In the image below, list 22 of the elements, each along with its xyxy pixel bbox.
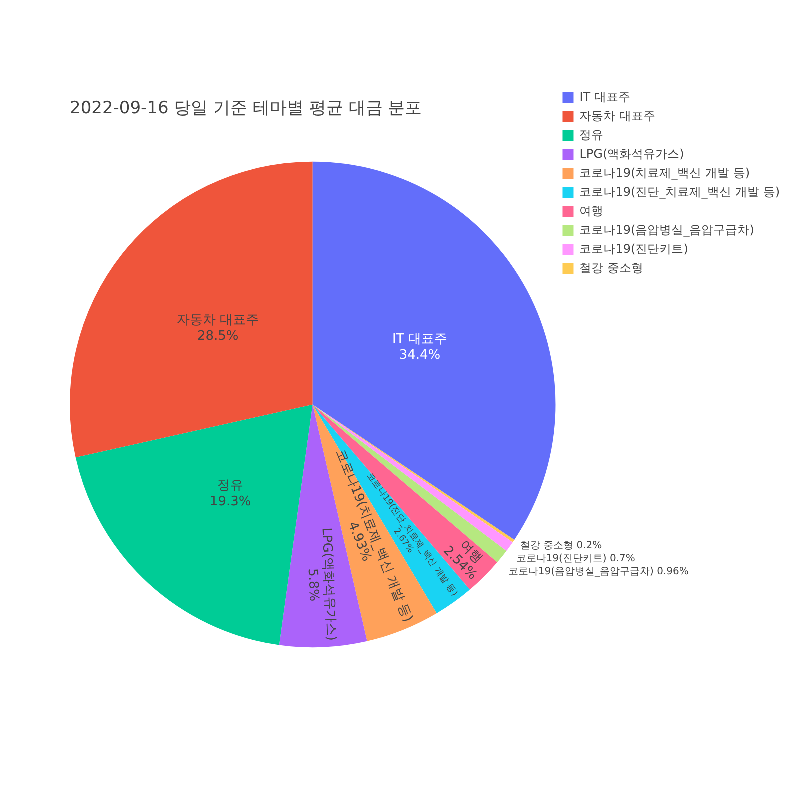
data-label: 28.5% (197, 329, 239, 344)
chart-title: 2022-09-16 당일 기준 테마별 평균 대금 분포 (70, 98, 422, 119)
legend-label: LPG(액화석유가스) (580, 147, 684, 162)
slice-label: IT 대표주 (392, 332, 448, 347)
category-label: 철강 중소형 0.2% (520, 540, 602, 552)
category-label: 코로나19(진단키트) 0.7% (516, 553, 636, 564)
category-label: 코로나19(음압병실_음압구급차) 0.96% (508, 566, 689, 578)
data-label: 5.8% (304, 568, 322, 602)
legend-label: 정유 (580, 128, 604, 142)
legend-label: 코로나19(치료제_백신 개발 등) (580, 166, 750, 180)
data-label: 34.4% (399, 348, 441, 363)
legend-label: 여행 (580, 204, 604, 218)
legend-label: 자동차 대표주 (580, 109, 656, 124)
slice-label: LPG(액화석유가스) (318, 527, 339, 642)
slice-label: 자동차 대표주 (177, 313, 260, 328)
legend-label: 코로나19(진단키트) (580, 242, 688, 256)
legend-label: 코로나19(음압병실_음압구급차) (580, 223, 754, 238)
legend-label: 철강 중소형 (580, 261, 644, 276)
legend-label: 코로나19(진단_치료제_백신 개발 등) (580, 185, 780, 200)
data-label: 19.3% (210, 494, 252, 510)
legend-label: IT 대표주 (580, 90, 630, 104)
slice-label: 정유 (218, 478, 244, 494)
